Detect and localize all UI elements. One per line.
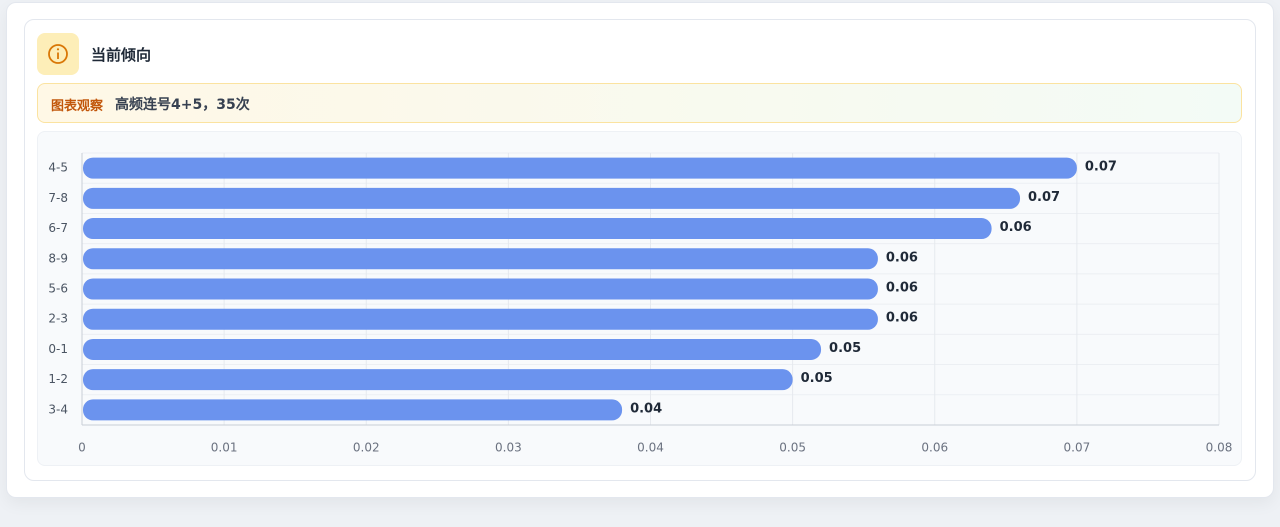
value-label: 0.05 <box>801 371 833 386</box>
card-title: 当前倾向 <box>91 46 152 64</box>
note-text: 高频连号4+5，35次 <box>115 97 250 113</box>
y-tick-label: 2-3 <box>48 312 68 326</box>
y-tick-label: 7-8 <box>48 191 68 205</box>
value-label: 0.06 <box>886 311 918 326</box>
info-glyph <box>48 44 68 64</box>
note-label: 图表观察 <box>51 99 104 114</box>
x-tick-label: 0.07 <box>1064 441 1091 455</box>
x-tick-label: 0.03 <box>495 441 522 455</box>
chart: 0 0.01 0.02 0.03 0.04 0.05 0.06 0.07 0.08 4-5 0.07… <box>48 152 1233 455</box>
y-tick-label: 5-6 <box>48 282 68 296</box>
value-label: 0.06 <box>886 250 918 265</box>
x-tick-label: 0.05 <box>779 441 806 455</box>
value-label: 0.04 <box>630 401 662 416</box>
bar <box>83 369 793 391</box>
x-tick-label: 0.08 <box>1206 441 1233 455</box>
value-label: 0.06 <box>1000 220 1032 235</box>
y-tick-label: 4-5 <box>48 161 68 175</box>
bar <box>83 157 1077 179</box>
bar <box>83 338 822 360</box>
y-tick-label: 3-4 <box>48 402 68 416</box>
bar <box>83 308 878 330</box>
y-tick-label: 0-1 <box>48 342 68 356</box>
y-tick-label: 6-7 <box>48 221 68 235</box>
x-tick-label: 0.04 <box>637 441 664 455</box>
chart-panel: 0 0.01 0.02 0.03 0.04 0.05 0.06 0.07 0.08 4-5 0.07… <box>37 131 1242 466</box>
x-tick-label: 0.06 <box>921 441 948 455</box>
info-icon <box>37 33 79 75</box>
value-label: 0.06 <box>886 281 918 296</box>
y-tick-label: 8-9 <box>48 251 68 265</box>
value-label: 0.07 <box>1028 190 1060 205</box>
value-label: 0.05 <box>829 341 861 356</box>
x-tick-label: 0 <box>78 441 86 455</box>
x-tick-label: 0.01 <box>211 441 238 455</box>
note-box <box>37 83 1242 123</box>
bar <box>83 278 878 300</box>
value-label: 0.07 <box>1085 160 1117 175</box>
bar <box>83 248 878 270</box>
bar <box>83 399 623 421</box>
bar <box>83 218 992 240</box>
x-tick-label: 0.02 <box>353 441 380 455</box>
y-tick-label: 1-2 <box>48 372 68 386</box>
bar <box>83 187 1021 209</box>
